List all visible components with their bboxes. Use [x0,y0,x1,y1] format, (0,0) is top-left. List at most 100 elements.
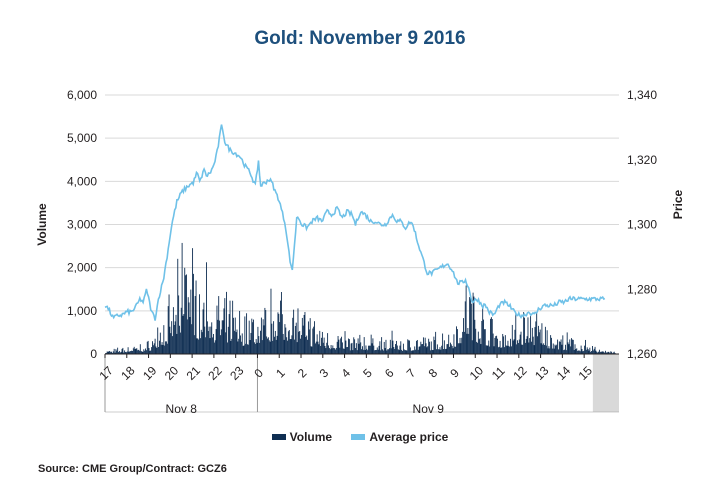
volume-bar [105,352,107,354]
shaded-region [592,354,619,412]
volume-bar [483,329,485,354]
volume-bar [383,341,385,354]
volume-bar [517,343,519,354]
volume-bar [436,349,437,354]
volume-bar [279,322,281,354]
volume-bar [395,340,397,354]
volume-bar [165,341,167,354]
volume-bar [558,349,559,354]
volume-bar [310,346,312,354]
volume-bar [552,343,554,354]
volume-bar [343,348,345,354]
volume-bar [358,343,360,354]
volume-bar [177,258,179,354]
volume-bar [206,321,208,354]
volume-bar [396,345,398,354]
volume-bar [162,345,164,354]
y-tick-label: 3,000 [67,218,97,232]
volume-bar [261,340,263,354]
volume-bar [481,320,483,354]
volume-bar [414,346,416,354]
volume-bar [228,314,230,354]
x-tick-label: 4 [338,366,353,381]
volume-bar [477,331,479,354]
volume-bar [259,342,261,354]
volume-bar [250,332,252,354]
volume-bar [154,338,156,354]
volume-bar [463,318,464,354]
volume-bar [577,350,579,354]
volume-bar [188,302,190,354]
volume-bar [365,345,367,354]
volume-bar [119,352,121,354]
volume-bar [575,349,577,354]
volume-bar [204,326,206,354]
volume-bar [321,331,323,354]
volume-bar [106,351,108,354]
x-tick-label: 21 [184,363,204,383]
volume-bar [455,346,457,354]
volume-bar [230,340,232,354]
volume-bar [391,330,393,354]
volume-bar [489,346,491,354]
y-tick-label: 0 [90,347,97,361]
volume-bar [388,349,390,354]
volume-bar [386,350,388,354]
volume-bar [370,334,372,354]
volume-bar [440,349,442,354]
volume-bar [449,342,451,354]
volume-bar [341,336,342,354]
volume-bar [490,318,491,354]
volume-bar [497,347,499,354]
volume-bar [199,294,200,354]
volume-bar [375,350,376,354]
volume-bar [444,349,446,354]
volume-bar [171,321,173,354]
volume-bar [548,346,550,354]
volume-bar [107,351,109,354]
volume-bar [604,352,606,354]
volume-bar [246,313,248,354]
volume-bar [331,348,333,354]
volume-bar [441,345,443,354]
volume-bar [510,346,512,354]
volume-bar [342,348,344,354]
volume-bar [344,331,346,354]
volume-bar [347,346,349,354]
volume-bar [182,315,184,354]
volume-bar [197,338,199,354]
volume-bar [539,329,541,354]
volume-bar [559,341,561,354]
volume-bar [152,345,154,354]
volume-bar [221,320,223,354]
volume-bar [417,349,419,354]
volume-bar [433,336,435,354]
volume-bar [459,337,461,354]
volume-bar [240,341,242,354]
volume-bar [593,348,595,354]
volume-bar [437,349,439,354]
volume-bar [368,345,369,354]
volume-bar [232,300,234,354]
volume-bar [316,334,318,354]
volume-bar [472,292,474,354]
volume-bar [538,332,540,354]
volume-bar [401,349,403,354]
volume-bar [422,344,424,354]
volume-bar [432,350,434,354]
volume-bar [580,345,582,354]
volume-bar [130,350,132,354]
volume-bar [196,338,198,354]
volume-bar [419,346,421,354]
volume-bar [541,323,543,354]
x-tick-label: 8 [426,366,441,381]
volume-bar [540,343,542,354]
volume-bar [282,333,284,354]
volume-bar [125,352,127,354]
volume-bar [168,294,170,354]
volume-bar [478,339,480,354]
volume-bar [329,349,331,354]
volume-bar [590,351,592,354]
volume-bar [288,329,290,354]
volume-bar [382,350,384,354]
